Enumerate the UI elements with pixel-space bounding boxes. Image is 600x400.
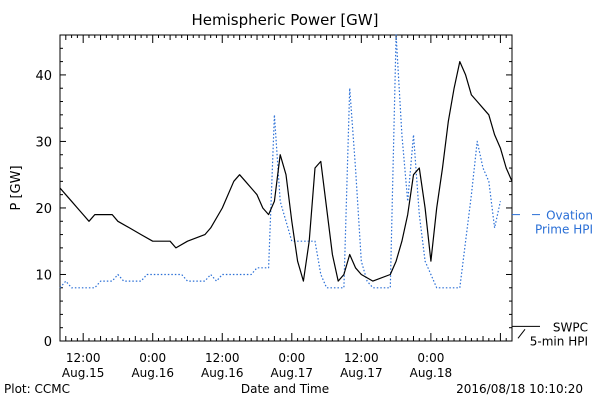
ovation-prime-series-line	[59, 34, 501, 289]
x-tick-label: 12:00	[66, 351, 101, 365]
series-layer	[59, 34, 513, 289]
plot-credit: Plot: CCMC	[4, 382, 70, 396]
y-tick-label: 10	[35, 268, 52, 283]
swpc-series-line	[59, 61, 513, 282]
x-tick-label: 12:00	[205, 351, 240, 365]
x-tick-label: 12:00	[344, 351, 379, 365]
x-axis-label: Date and Time	[241, 382, 329, 396]
legend-label: Ovation	[546, 209, 593, 223]
y-tick-label: 20	[35, 202, 52, 217]
x-tick-label: 0:00	[417, 351, 444, 365]
y-tick-label: 40	[35, 69, 52, 84]
legend-connector	[517, 329, 526, 339]
chart-title: Hemispheric Power [GW]	[192, 11, 379, 29]
legend-label: Prime HPI	[535, 223, 593, 237]
y-axis: 0 10 20 30 40	[35, 34, 512, 350]
x-tick-date: Aug.17	[271, 366, 314, 380]
x-tick-label: 0:00	[139, 351, 166, 365]
x-tick-date: Aug.18	[410, 366, 453, 380]
legend-label: SWPC	[553, 320, 588, 334]
x-tick-label: 0:00	[278, 351, 305, 365]
x-tick-date: Aug.17	[340, 366, 383, 380]
x-tick-date: Aug.16	[201, 366, 244, 380]
plot-timestamp: 2016/08/18 10:10:20	[456, 382, 583, 396]
x-tick-date: Aug.15	[62, 366, 105, 380]
plot-frame	[59, 34, 513, 342]
x-axis: 12:00Aug.150:00Aug.1612:00Aug.160:00Aug.…	[59, 35, 513, 380]
y-tick-label: 30	[35, 135, 52, 150]
y-axis-label: P [GW]	[9, 165, 24, 210]
y-tick-label: 0	[44, 335, 52, 350]
x-tick-date: Aug.16	[131, 366, 174, 380]
legend-label: 5-min HPI	[530, 334, 588, 348]
